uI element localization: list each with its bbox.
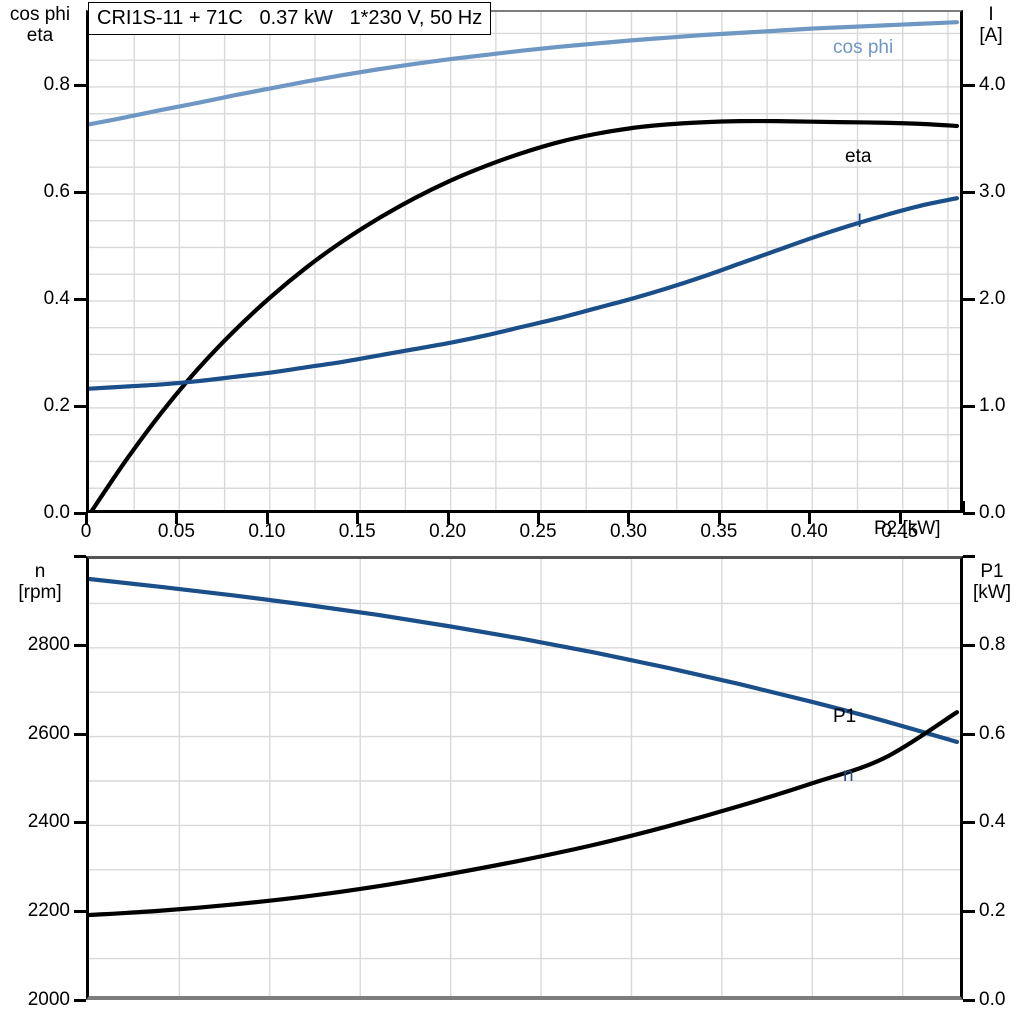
bottom-right-tick-4: 0.8 bbox=[979, 633, 1006, 655]
bottom-left-tick-0: 2000 bbox=[27, 989, 70, 1010]
bottom-left-tick-4: 2800 bbox=[27, 633, 70, 655]
top-x-tick-0: 0 bbox=[80, 521, 92, 542]
top-right-tick-4: 4.0 bbox=[979, 73, 1006, 95]
top-right-tickmark-0 bbox=[963, 512, 975, 515]
top-x-tickmark-5 bbox=[537, 513, 541, 524]
top-left-tickmark-3 bbox=[74, 190, 86, 194]
top-right-axis-title-line2: [A] bbox=[979, 25, 1003, 46]
bottom-left-tickmark-1 bbox=[74, 910, 86, 914]
top-left-tick-0: 0.0 bbox=[43, 502, 70, 523]
top-x-tick-6: 0.30 bbox=[609, 521, 647, 542]
curve-label-eta: eta bbox=[845, 146, 872, 167]
top-x-tick-3: 0.15 bbox=[338, 521, 376, 542]
bottom-plot-area bbox=[86, 556, 963, 1000]
bottom-right-tickmark-2 bbox=[963, 821, 975, 825]
top-left-tick-1: 0.2 bbox=[43, 394, 70, 416]
bottom-right-tickmark-top bbox=[963, 555, 975, 558]
top-x-tick-9: 0.45 bbox=[881, 521, 919, 542]
top-right-tick-1: 1.0 bbox=[979, 394, 1006, 416]
bottom-right-tick-1: 0.2 bbox=[979, 900, 1006, 922]
top-right-tickmark-3 bbox=[963, 190, 975, 194]
top-left-axis-title-line1: cos phi bbox=[9, 4, 71, 25]
top-x-tickmark-2 bbox=[265, 513, 269, 524]
top-left-tickmark-4 bbox=[74, 83, 86, 87]
top-x-tickmark-4 bbox=[446, 513, 450, 524]
top-right-tick-0: 0.0 bbox=[979, 502, 1006, 523]
top-plot-area bbox=[86, 10, 963, 513]
bottom-left-axis-title-line2: [rpm] bbox=[18, 582, 62, 603]
top-right-tickmark-2 bbox=[963, 297, 975, 301]
top-x-axis-title: P2 [kW] bbox=[874, 518, 941, 539]
chart-title-box: CRI1S-11 + 71C 0.37 kW 1*230 V, 50 Hz bbox=[88, 2, 492, 35]
top-left-axis-title-line2: eta bbox=[26, 25, 54, 46]
curve-label-power: P1 bbox=[833, 706, 857, 727]
bottom-left-tickmark-4 bbox=[74, 643, 86, 647]
top-left-tickmark-1 bbox=[74, 404, 86, 408]
top-left-tickmark-0 bbox=[74, 512, 86, 515]
bottom-left-tickmark-3 bbox=[74, 732, 86, 736]
bottom-left-axis-title-line1: n bbox=[34, 561, 46, 582]
bottom-left-tickmark-2 bbox=[74, 821, 86, 825]
bottom-right-tick-2: 0.4 bbox=[979, 811, 1006, 833]
top-right-tickmark-4 bbox=[963, 83, 975, 87]
top-x-tickmark-7 bbox=[717, 513, 721, 524]
top-x-tick-8: 0.40 bbox=[790, 521, 828, 542]
top-x-tick-5: 0.25 bbox=[519, 521, 557, 542]
bottom-left-tick-3: 2600 bbox=[27, 722, 70, 744]
curve-label-speed: n bbox=[843, 765, 854, 786]
bottom-right-tickmark-1 bbox=[963, 910, 975, 914]
top-right-tick-2: 2.0 bbox=[979, 287, 1006, 309]
bottom-right-tick-0: 0.0 bbox=[979, 989, 1006, 1010]
bottom-left-tickmark-top bbox=[74, 555, 86, 558]
top-x-tick-7: 0.35 bbox=[700, 521, 738, 542]
bottom-left-tickmark-0 bbox=[74, 999, 86, 1002]
bottom-right-tickmark-4 bbox=[963, 643, 975, 647]
curve-label-current: I bbox=[857, 211, 863, 232]
top-x-tick-4: 0.20 bbox=[429, 521, 467, 542]
bottom-right-tickmark-0 bbox=[963, 999, 975, 1002]
top-x-tick-1: 0.05 bbox=[157, 521, 195, 542]
top-x-endtick bbox=[962, 501, 965, 513]
top-right-axis-title-line1: I bbox=[988, 4, 994, 25]
top-x-tickmark-8 bbox=[808, 513, 812, 524]
bottom-right-axis-title-line1: P1 bbox=[980, 561, 1004, 582]
top-left-tick-3: 0.6 bbox=[43, 180, 70, 202]
top-left-tick-4: 0.8 bbox=[43, 73, 70, 95]
curve-label-cos-phi: cos phi bbox=[833, 37, 894, 58]
bottom-left-tick-1: 2200 bbox=[27, 900, 70, 922]
top-x-tickmark-1 bbox=[175, 513, 179, 524]
bottom-left-tick-2: 2400 bbox=[27, 811, 70, 833]
bottom-right-axis-title-line2: [kW] bbox=[973, 582, 1011, 603]
top-x-tickmark-0 bbox=[85, 513, 88, 524]
top-left-tickmark-2 bbox=[74, 297, 86, 301]
top-right-tickmark-1 bbox=[963, 404, 975, 408]
top-x-tickmark-6 bbox=[627, 513, 631, 524]
top-right-tick-3: 3.0 bbox=[979, 180, 1006, 202]
top-left-tick-2: 0.4 bbox=[43, 287, 70, 309]
top-x-tickmark-3 bbox=[356, 513, 360, 524]
bottom-right-tick-3: 0.6 bbox=[979, 722, 1006, 744]
top-x-tickmark-9 bbox=[898, 513, 902, 524]
bottom-right-tickmark-3 bbox=[963, 732, 975, 736]
top-x-tick-2: 0.10 bbox=[248, 521, 286, 542]
